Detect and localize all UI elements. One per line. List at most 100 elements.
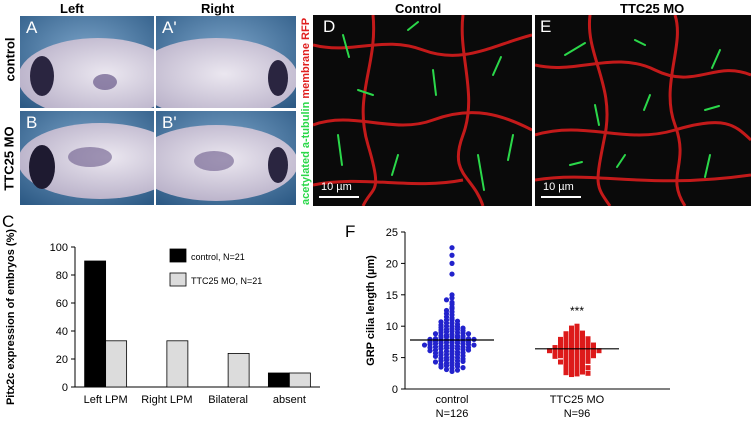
panel-letter-c: C — [2, 212, 15, 231]
if-title-ttc25: TTC25 MO — [620, 1, 685, 16]
embryo-photo-a: A — [20, 16, 154, 108]
point-f-1-55 — [591, 350, 596, 356]
point-f-0-3 — [449, 271, 455, 277]
point-f-0-88 — [465, 347, 472, 353]
y-tick-label-f-1: 5 — [392, 353, 398, 365]
y-tick-label-f-5: 25 — [386, 227, 398, 239]
point-f-0-125 — [449, 368, 455, 375]
point-f-0-120 — [438, 364, 444, 370]
stain-label-red: membrane RFP — [300, 18, 312, 99]
point-f-1-30 — [591, 342, 596, 348]
point-f-1-45 — [591, 347, 596, 353]
point-f-1-0 — [574, 323, 580, 329]
legend-label-c-1: TTC25 MO, N=21 — [191, 276, 262, 286]
row-label-ttc25: TTC25 MO — [1, 126, 17, 191]
point-f-1-81 — [569, 363, 574, 369]
panel-letter-a-prime: A' — [162, 18, 177, 37]
point-f-1-63 — [591, 353, 596, 359]
point-f-1-40 — [569, 345, 574, 351]
x-tick-label-f-1: TTC25 MO — [550, 394, 605, 406]
point-f-1-90 — [569, 368, 574, 374]
point-f-1-87 — [580, 367, 585, 373]
point-f-1-53 — [585, 350, 591, 356]
point-f-1-77 — [569, 360, 574, 366]
y-tick-label-c-5: 100 — [50, 242, 68, 254]
point-f-0-119 — [454, 363, 461, 369]
point-f-1-6 — [580, 330, 585, 336]
point-f-1-20 — [580, 338, 585, 344]
if-title-control: Control — [395, 1, 442, 16]
point-f-1-56 — [552, 350, 558, 356]
point-f-1-86 — [569, 366, 574, 372]
point-f-1-35 — [585, 344, 591, 350]
point-f-0-110 — [438, 358, 444, 364]
point-f-1-72 — [580, 357, 585, 363]
if-panel-e: E 10 µm — [535, 15, 751, 206]
x-count-label-f-0: N=126 — [436, 408, 469, 420]
point-f-0-72 — [471, 342, 477, 348]
svg-text:acetylated a-tubulin membrane: acetylated a-tubulin membrane RFP — [300, 18, 312, 205]
point-f-1-21 — [563, 338, 569, 344]
point-f-0-85 — [438, 346, 444, 352]
point-f-1-60 — [563, 351, 569, 357]
point-f-1-7 — [563, 331, 569, 337]
point-f-1-80 — [574, 362, 580, 368]
point-f-1-26 — [580, 340, 585, 346]
bar-c-1-3 — [288, 372, 311, 388]
point-f-0-0 — [449, 245, 455, 251]
point-f-1-88 — [563, 367, 569, 373]
point-f-0-124 — [454, 367, 461, 373]
point-f-1-36 — [558, 344, 563, 350]
panel-letter-e: E — [540, 17, 552, 36]
bar-chart-c: 0 20 40 60 80 100 Pitx2c expression of embryos… — [5, 229, 320, 406]
point-f-1-24 — [574, 340, 580, 346]
col-header-left: Left — [60, 1, 84, 16]
point-f-1-94 — [574, 371, 580, 377]
point-f-1-12 — [574, 334, 580, 340]
scale-label-e: 10 µm — [543, 181, 574, 193]
point-f-1-4 — [574, 328, 580, 334]
bar-c-1-0 — [105, 340, 128, 388]
point-f-1-64 — [552, 353, 558, 359]
point-f-1-28 — [585, 341, 591, 347]
point-f-1-91 — [580, 369, 585, 375]
row-label-control: control — [2, 37, 18, 82]
point-f-1-34 — [563, 343, 569, 349]
point-f-1-11 — [563, 333, 569, 339]
panel-letter-b-prime: B' — [162, 113, 177, 132]
point-f-0-2 — [449, 260, 455, 266]
point-f-1-84 — [585, 365, 591, 371]
legend-swatch-c-0 — [169, 248, 187, 263]
y-tick-label-c-3: 60 — [56, 298, 68, 310]
point-f-0-41 — [465, 331, 472, 337]
point-f-1-5 — [569, 329, 574, 335]
point-f-1-93 — [585, 370, 591, 376]
point-f-1-37 — [591, 345, 596, 351]
point-f-1-59 — [580, 351, 585, 357]
point-f-1-47 — [596, 348, 602, 354]
point-f-1-85 — [574, 365, 580, 371]
point-f-1-73 — [563, 358, 569, 364]
y-tick-label-c-4: 80 — [56, 270, 68, 282]
point-f-1-15 — [563, 336, 569, 342]
point-f-1-74 — [585, 358, 591, 364]
point-f-1-89 — [574, 368, 580, 374]
point-f-1-17 — [558, 336, 563, 342]
point-f-1-32 — [569, 343, 574, 349]
bar-c-0-0 — [84, 260, 107, 388]
point-f-1-54 — [558, 350, 563, 356]
panel-letter-a: A — [26, 18, 38, 37]
embryo-photo-b-prime: B' — [156, 111, 296, 205]
scale-bar-e — [541, 196, 581, 198]
x-tick-label-c-1: Right LPM — [141, 394, 192, 406]
point-f-0-1 — [449, 252, 455, 258]
x-tick-label-c-2: Bilateral — [208, 394, 248, 406]
point-f-1-75 — [558, 359, 563, 365]
point-f-1-65 — [574, 354, 580, 360]
scatter-chart-f: 0 5 10 15 20 25 GRP cilia length (µm) control N=… — [365, 227, 670, 420]
legend-label-c-0: control, N=21 — [191, 252, 245, 262]
scale-bar-d — [319, 196, 359, 198]
point-f-1-33 — [580, 343, 585, 349]
point-f-1-16 — [585, 336, 591, 342]
y-axis-label-c: Pitx2c expression of embryos (%) — [5, 229, 17, 405]
